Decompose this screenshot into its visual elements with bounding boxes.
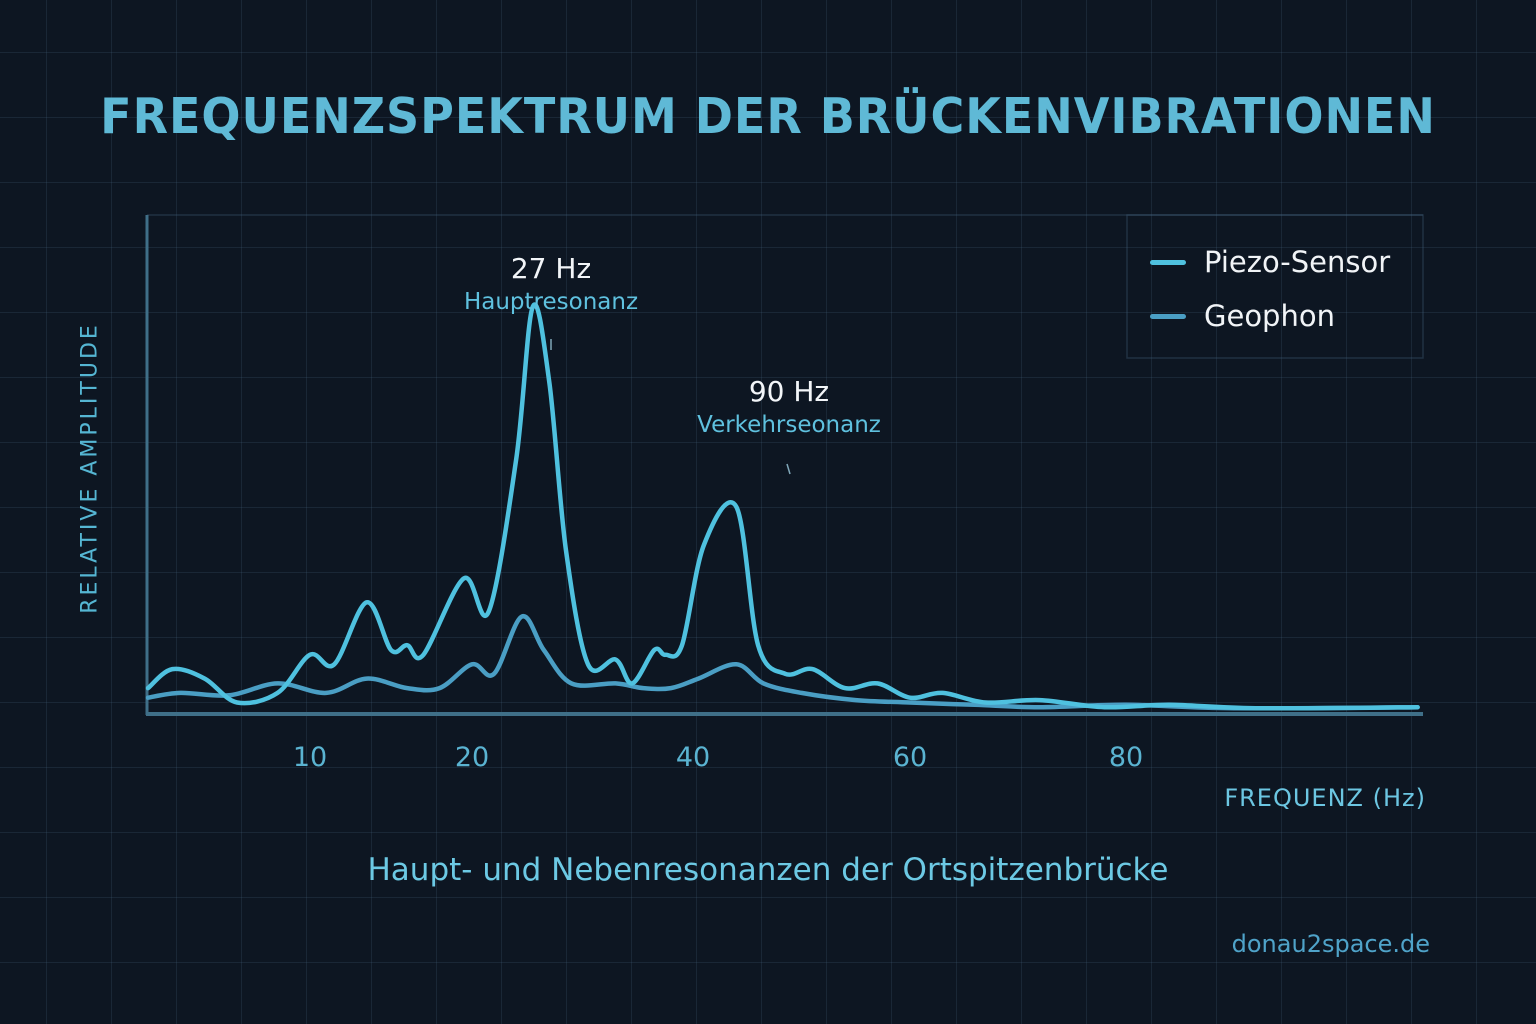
- legend-box: [1126, 214, 1424, 359]
- annotation-marker: [786, 463, 791, 475]
- x-tick-label: 60: [893, 742, 927, 773]
- annotation-main-resonance: 27 Hz Hauptresonanz: [464, 252, 638, 315]
- y-axis-label: RELATIVE AMPLITUDE: [77, 322, 103, 614]
- legend-label-piezo: Piezo-Sensor: [1204, 245, 1391, 279]
- x-axis-label: FREQUENZ (Hz): [1224, 784, 1426, 812]
- annotation-description: Verkehrseonanz: [697, 412, 881, 438]
- legend-swatch-piezo: [1150, 259, 1186, 265]
- legend-label-geophon: Geophon: [1204, 299, 1335, 333]
- x-tick-label: 80: [1109, 742, 1143, 773]
- annotation-value: 27 Hz: [510, 252, 592, 285]
- annotation-description: Hauptresonanz: [463, 289, 639, 315]
- x-tick-label: 10: [293, 742, 327, 773]
- chart-axes: [145, 214, 1424, 716]
- chart-subtitle: Haupt- und Nebenresonanzen der Ortspitze…: [367, 852, 1169, 888]
- annotation-value: 90 Hz: [748, 375, 830, 408]
- x-tick-label: 20: [455, 742, 489, 773]
- series-line-piezo-sensor: [145, 302, 1420, 711]
- legend-swatch-geophon: [1150, 313, 1186, 319]
- series-line-geophon: [145, 614, 1420, 711]
- source-link[interactable]: donau2space.de: [1231, 930, 1430, 958]
- legend-item-geophon: Geophon: [1150, 299, 1335, 333]
- chart-title: FREQUENZSPEKTRUM DER BRÜCKENVIBRATIONEN: [100, 88, 1436, 145]
- legend-item-piezo: Piezo-Sensor: [1150, 245, 1390, 279]
- x-tick-label: 40: [676, 742, 710, 773]
- annotation-traffic-resonance: 90 Hz Verkehrseonanz: [697, 375, 881, 438]
